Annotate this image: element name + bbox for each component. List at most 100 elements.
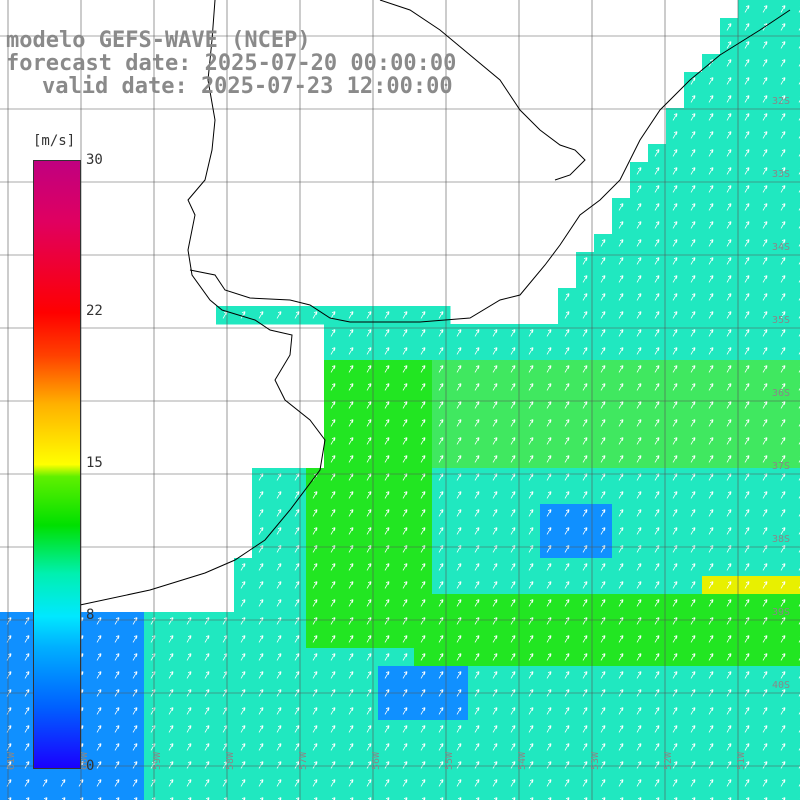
wind-arrow [708,383,714,391]
wind-arrow [582,599,588,607]
wind-arrow [618,311,624,319]
wind-arrow [492,761,498,769]
longitude-label: 61W [6,751,17,770]
longitude-label: 56W [371,751,382,770]
wind-arrow [636,563,642,571]
wind-arrow [672,599,678,607]
wind-arrow [276,491,282,499]
wind-arrow [546,491,552,499]
wind-arrow [762,293,768,301]
wind-arrow [600,581,606,589]
wind-arrow [169,797,174,800]
wind-arrow [510,347,516,355]
wind-arrow [510,365,516,373]
latitude-labels: 32S 33S 34S 35S 36S 37S 38S 39S 40S [772,96,790,691]
wind-arrow [744,635,750,643]
wind-speed-cell [252,792,271,800]
wind-arrow [492,509,498,517]
wind-speed-cell [792,270,800,289]
wind-arrow [493,797,498,800]
colorbar-tick: 0 [86,758,95,774]
wind-arrow [474,509,480,517]
wind-arrow [600,275,606,283]
wind-arrow [366,491,372,499]
wind-arrow [546,329,552,337]
wind-arrow [294,311,300,319]
wind-arrow [258,653,264,661]
wind-speed-cell [792,576,800,595]
wind-arrow [204,779,210,787]
wind-arrow [294,599,300,607]
wind-arrow [420,365,426,373]
wind-arrow [186,671,192,679]
wind-arrow [780,653,786,661]
wind-arrow [690,419,696,427]
wind-arrow [258,743,264,751]
wind-arrow [780,761,786,769]
wind-arrow [402,329,408,337]
wind-arrow [456,725,462,733]
wind-arrow [349,797,354,800]
wind-arrow [456,599,462,607]
wind-arrow [348,671,354,679]
wind-arrow [384,311,390,319]
wind-arrow [546,527,552,535]
wind-arrow [330,761,336,769]
wind-arrow [402,491,408,499]
wind-arrow [204,635,210,643]
wind-arrow [582,365,588,373]
wind-arrow [672,131,678,139]
wind-arrow [672,239,678,247]
wind-arrow [438,419,444,427]
wind-arrow [762,581,768,589]
wind-arrow [348,761,354,769]
wind-arrow [744,671,750,679]
wind-arrow [402,437,408,445]
wind-arrow [780,419,786,427]
wind-arrow [492,743,498,751]
wind-arrow [673,797,678,800]
wind-arrow [438,311,444,319]
longitude-label: 53W [590,751,601,770]
wind-arrow [582,455,588,463]
wind-arrow [726,77,732,85]
wind-arrow [42,779,48,787]
model-title: modelo GEFS-WAVE (NCEP) [6,28,311,53]
wind-arrow [564,383,570,391]
wind-arrow [726,635,732,643]
wind-arrow [600,725,606,733]
wind-arrow [438,365,444,373]
wind-arrow [456,491,462,499]
wind-arrow [204,671,210,679]
wind-speed-cell [792,144,800,163]
wind-speed-cell [792,630,800,649]
wind-speed-cell [792,540,800,559]
wind-arrow [564,707,570,715]
wind-arrow [690,275,696,283]
wind-arrow [636,743,642,751]
wind-arrow [294,671,300,679]
wind-arrow [276,581,282,589]
wind-arrow [565,797,570,800]
wind-arrow [402,365,408,373]
wind-arrow [24,725,30,733]
longitude-label: 54W [517,751,528,770]
wind-arrow [582,527,588,535]
wind-arrow [654,707,660,715]
wind-arrow [709,797,714,800]
wind-arrow [654,527,660,535]
wind-arrow [690,203,696,211]
wind-arrow [546,581,552,589]
wind-arrow [528,365,534,373]
wind-arrow [654,401,660,409]
wind-arrow [402,707,408,715]
wind-arrow [726,563,732,571]
wind-arrow [492,635,498,643]
wind-arrow [744,347,750,355]
wind-arrow [204,743,210,751]
wind-arrow [745,797,750,800]
wind-arrow [654,671,660,679]
wind-arrow [672,455,678,463]
